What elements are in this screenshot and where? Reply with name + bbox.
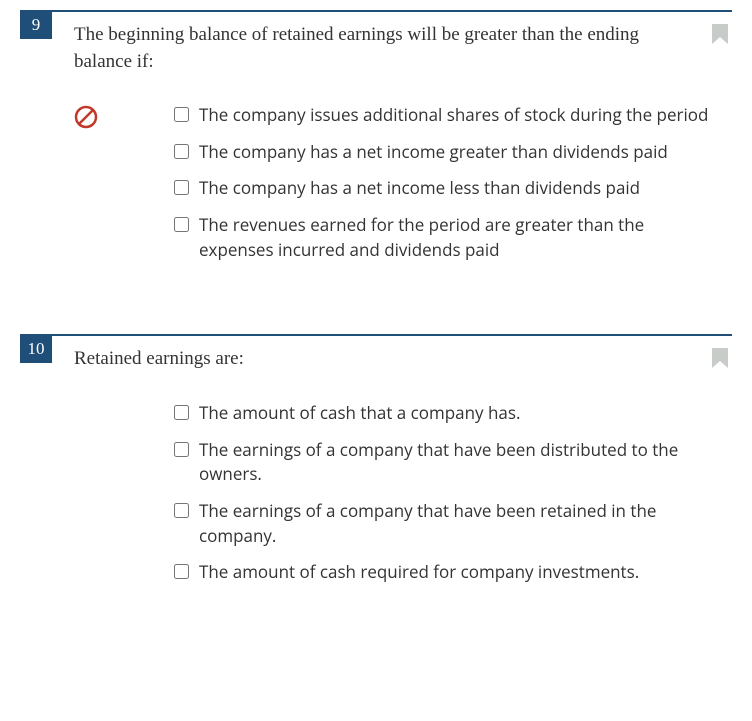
answer-area: The amount of cash that a company has. T… xyxy=(20,401,732,597)
answer-option[interactable]: The company issues additional shares of … xyxy=(174,103,732,128)
answer-area: The company issues additional shares of … xyxy=(20,103,732,274)
question-header: 10 Retained earnings are: xyxy=(20,334,732,373)
question-text: Retained earnings are: xyxy=(52,336,732,373)
question-block: 10 Retained earnings are: The amount of … xyxy=(20,334,732,596)
incorrect-icon xyxy=(74,105,134,129)
option-checkbox[interactable] xyxy=(174,144,189,159)
option-checkbox[interactable] xyxy=(174,180,189,195)
answer-option[interactable]: The earnings of a company that have been… xyxy=(174,438,732,487)
option-checkbox[interactable] xyxy=(174,217,189,232)
option-checkbox[interactable] xyxy=(174,503,189,518)
answer-option[interactable]: The revenues earned for the period are g… xyxy=(174,213,732,262)
answer-option[interactable]: The company has a net income less than d… xyxy=(174,176,732,201)
answer-option[interactable]: The company has a net income greater tha… xyxy=(174,140,732,165)
bookmark-icon[interactable] xyxy=(712,24,728,44)
option-text: The amount of cash required for company … xyxy=(199,560,649,585)
option-checkbox[interactable] xyxy=(174,442,189,457)
answer-option[interactable]: The earnings of a company that have been… xyxy=(174,499,732,548)
option-text: The company has a net income greater tha… xyxy=(199,140,678,165)
options-list: The amount of cash that a company has. T… xyxy=(134,401,732,597)
option-text: The earnings of a company that have been… xyxy=(199,438,732,487)
option-text: The revenues earned for the period are g… xyxy=(199,213,732,262)
bookmark-icon[interactable] xyxy=(712,348,728,368)
option-text: The amount of cash that a company has. xyxy=(199,401,530,426)
question-block: 9 The beginning balance of retained earn… xyxy=(20,10,732,274)
option-checkbox[interactable] xyxy=(174,564,189,579)
status-column xyxy=(74,401,134,597)
option-text: The company issues additional shares of … xyxy=(199,103,718,128)
question-header: 9 The beginning balance of retained earn… xyxy=(20,10,732,75)
answer-option[interactable]: The amount of cash that a company has. xyxy=(174,401,732,426)
option-text: The company has a net income less than d… xyxy=(199,176,650,201)
option-text: The earnings of a company that have been… xyxy=(199,499,732,548)
question-number-badge: 9 xyxy=(20,11,52,39)
options-list: The company issues additional shares of … xyxy=(134,103,732,274)
status-column xyxy=(74,103,134,274)
answer-option[interactable]: The amount of cash required for company … xyxy=(174,560,732,585)
option-checkbox[interactable] xyxy=(174,405,189,420)
question-number-badge: 10 xyxy=(20,335,52,363)
question-text: The beginning balance of retained earnin… xyxy=(52,12,732,75)
option-checkbox[interactable] xyxy=(174,107,189,122)
